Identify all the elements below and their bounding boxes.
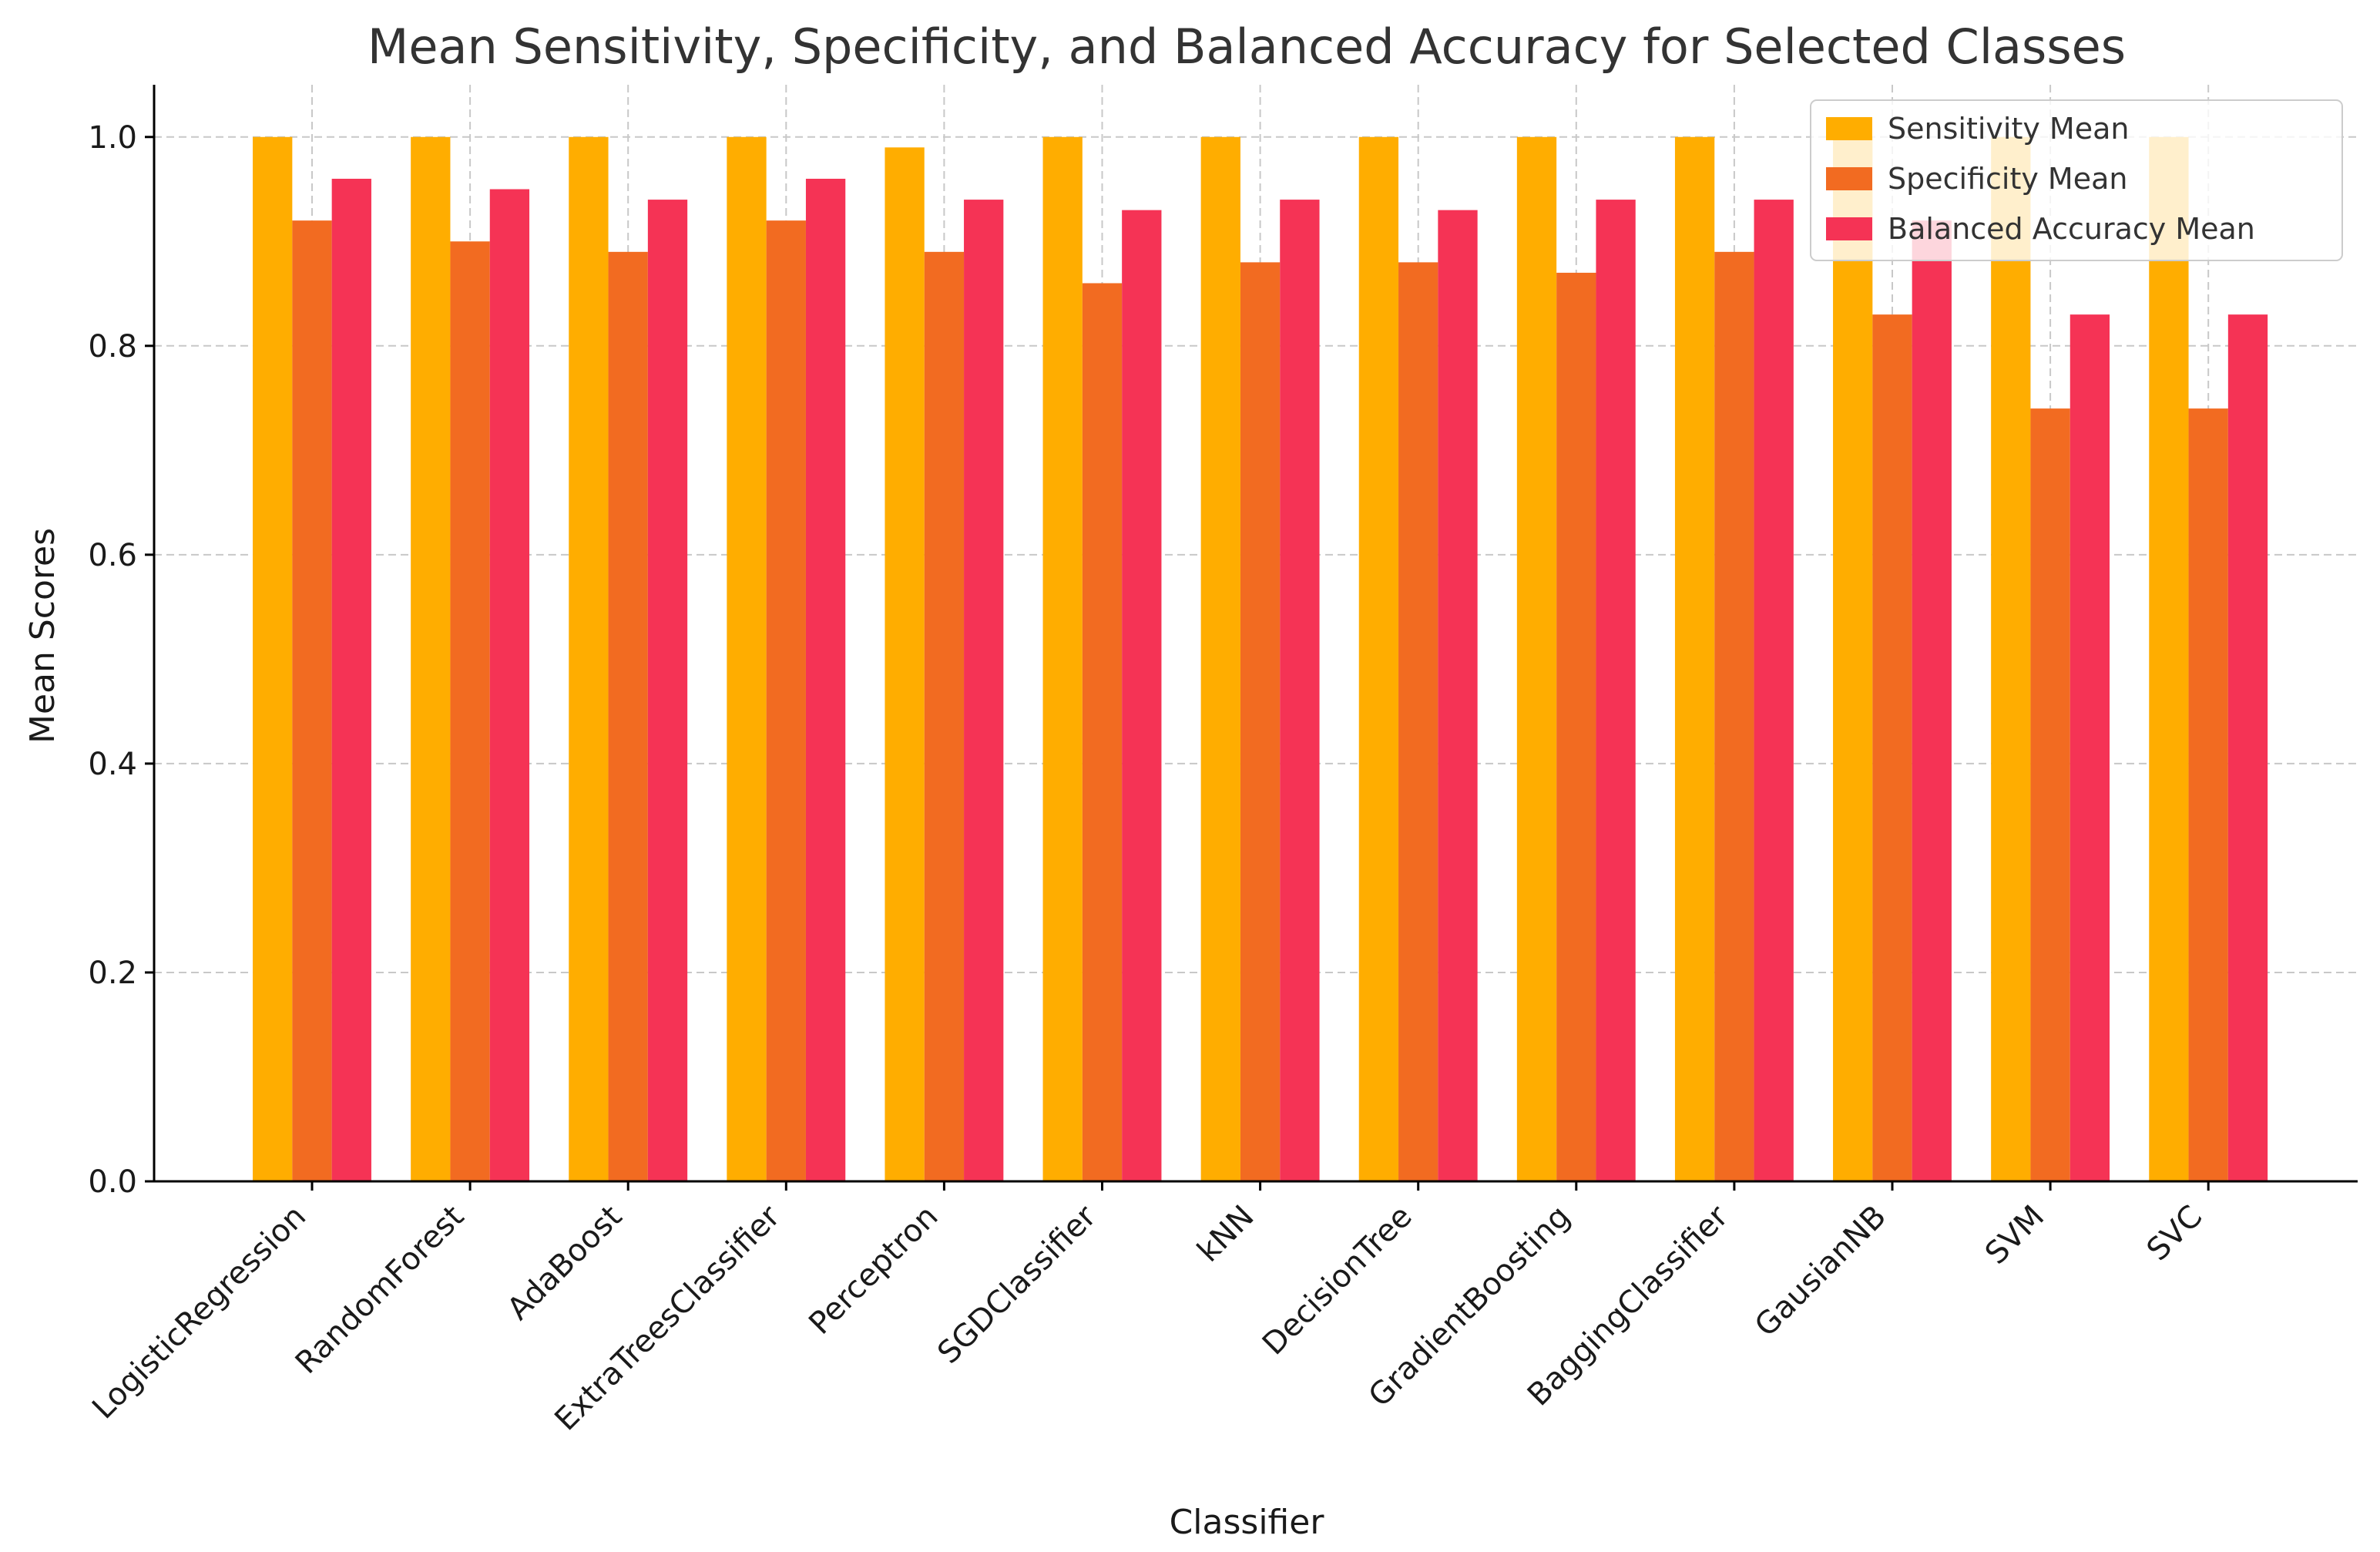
x-tick-label: SGDClassifier <box>931 1198 1103 1371</box>
bar-specificity-mean-sgdclassifier <box>1082 283 1123 1181</box>
bar-sensitivity-mean-extratreesclassifier <box>727 136 767 1181</box>
bar-sensitivity-mean-knn <box>1200 136 1240 1181</box>
bar-sensitivity-mean-logisticregression <box>253 136 293 1181</box>
y-tick-label: 0.4 <box>88 747 137 782</box>
bar-balanced-accuracy-mean-knn <box>1280 200 1320 1182</box>
bar-specificity-mean-baggingclassifier <box>1714 251 1754 1181</box>
bar-balanced-accuracy-mean-perceptron <box>964 200 1004 1182</box>
legend: Sensitivity Mean Specificity Mean Balanced… <box>1810 99 2343 261</box>
x-tick-label: GausianNB <box>1748 1199 1893 1344</box>
bar-balanced-accuracy-mean-adaboost <box>647 200 688 1182</box>
legend-box <box>1810 99 2343 261</box>
bar-balanced-accuracy-mean-svc <box>2227 314 2268 1182</box>
bar-sensitivity-mean-baggingclassifier <box>1674 136 1715 1181</box>
bar-sensitivity-mean-perceptron <box>885 147 925 1181</box>
legend-label: Balanced Accuracy Mean <box>1888 212 2255 246</box>
bar-specificity-mean-randomforest <box>450 241 490 1182</box>
bar-balanced-accuracy-mean-svm <box>2069 314 2110 1182</box>
bars-layer <box>253 136 2268 1182</box>
x-tick-label: LogisticRegression <box>86 1199 313 1426</box>
y-tick-label: 0.0 <box>88 1164 137 1200</box>
legend-swatch <box>1826 117 1872 140</box>
bar-sensitivity-mean-svm <box>1991 136 2031 1181</box>
legend-label: Sensitivity Mean <box>1888 112 2129 146</box>
bar-specificity-mean-extratreesclassifier <box>766 220 806 1182</box>
bar-balanced-accuracy-mean-logisticregression <box>331 178 371 1181</box>
bar-sensitivity-mean-gradientboosting <box>1516 136 1557 1181</box>
bar-specificity-mean-gradientboosting <box>1556 272 1596 1181</box>
y-tick-label: 1.0 <box>88 120 137 156</box>
bar-sensitivity-mean-sgdclassifier <box>1042 136 1083 1181</box>
bar-balanced-accuracy-mean-randomforest <box>489 189 530 1181</box>
axes-layer <box>153 85 2358 1183</box>
bar-specificity-mean-perceptron <box>924 251 965 1181</box>
bar-balanced-accuracy-mean-extratreesclassifier <box>805 178 846 1181</box>
x-tick-label: RandomForest <box>289 1199 471 1381</box>
bar-balanced-accuracy-mean-baggingclassifier <box>1754 200 1794 1182</box>
bar-specificity-mean-decisiontree <box>1398 262 1438 1181</box>
bar-balanced-accuracy-mean-sgdclassifier <box>1122 210 1162 1182</box>
x-tick-label: kNN <box>1190 1199 1260 1269</box>
bar-balanced-accuracy-mean-decisiontree <box>1438 210 1478 1182</box>
y-tick-label: 0.6 <box>88 538 137 573</box>
chart-title: Mean Sensitivity, Specificity, and Balan… <box>368 18 2126 75</box>
bar-specificity-mean-gausiannb <box>1872 314 1912 1182</box>
y-tick-label: 0.2 <box>88 956 137 991</box>
bar-specificity-mean-svc <box>2188 408 2228 1181</box>
bar-balanced-accuracy-mean-gradientboosting <box>1596 200 1636 1182</box>
bar-specificity-mean-adaboost <box>608 251 648 1181</box>
bar-sensitivity-mean-adaboost <box>569 136 609 1181</box>
legend-swatch <box>1826 167 1872 190</box>
bar-sensitivity-mean-gausiannb <box>1833 136 1873 1181</box>
bar-specificity-mean-knn <box>1240 262 1281 1181</box>
x-tick-label: SVC <box>2140 1199 2210 1268</box>
bar-sensitivity-mean-decisiontree <box>1358 136 1399 1181</box>
bar-specificity-mean-svm <box>2030 408 2070 1181</box>
bar-sensitivity-mean-randomforest <box>411 136 451 1181</box>
x-tick-label: DecisionTree <box>1256 1199 1419 1362</box>
bar-balanced-accuracy-mean-gausiannb <box>1912 220 1952 1182</box>
x-tick-label: Perceptron <box>802 1199 945 1342</box>
y-axis-label: Mean Scores <box>23 528 62 744</box>
legend-swatch <box>1826 217 1872 240</box>
x-axis-label: Classifier <box>1170 1503 1325 1542</box>
y-tick-label: 0.8 <box>88 329 137 364</box>
legend-label: Specificity Mean <box>1888 162 2127 196</box>
x-tick-label: AdaBoost <box>501 1199 629 1328</box>
bar-sensitivity-mean-svc <box>2149 136 2189 1181</box>
bar-specificity-mean-logisticregression <box>292 220 332 1182</box>
x-tick-label: SVM <box>1979 1199 2051 1271</box>
